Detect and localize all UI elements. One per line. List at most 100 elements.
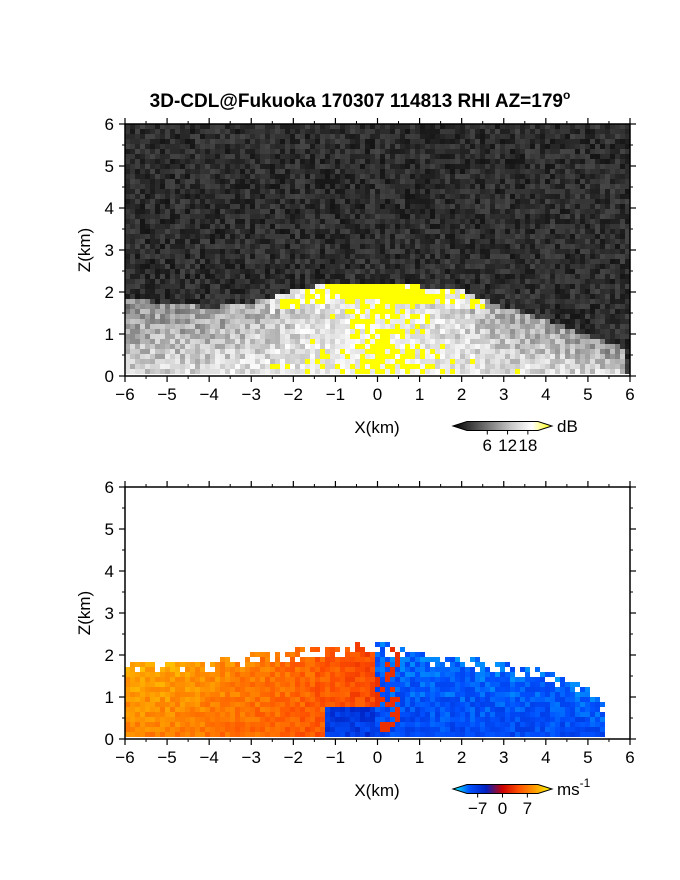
heatmap-cell: [250, 349, 255, 354]
heatmap-cell: [610, 164, 615, 169]
heatmap-cell: [220, 194, 225, 199]
heatmap-cell: [320, 169, 325, 174]
heatmap-cell: [500, 354, 505, 359]
heatmap-cell: [580, 259, 585, 264]
heatmap-cell: [195, 299, 200, 304]
heatmap-cell: [610, 169, 615, 174]
heatmap-cell: [165, 159, 170, 164]
heatmap-cell: [595, 129, 600, 134]
heatmap-cell: [535, 154, 540, 159]
heatmap-cell: [165, 314, 170, 319]
heatmap-cell: [265, 304, 270, 309]
heatmap-cell: [175, 214, 180, 219]
heatmap-cell: [140, 354, 145, 359]
heatmap-cell: [185, 349, 190, 354]
heatmap-cell: [405, 339, 410, 344]
heatmap-cell: [415, 354, 420, 359]
heatmap-cell: [470, 274, 475, 279]
heatmap-cell: [450, 334, 455, 339]
heatmap-cell: [225, 354, 230, 359]
heatmap-cell: [160, 124, 165, 129]
heatmap-cell: [405, 259, 410, 264]
heatmap-cell: [295, 364, 300, 369]
heatmap-cell: [200, 244, 205, 249]
heatmap-cell: [540, 139, 545, 144]
heatmap-cell: [280, 124, 285, 129]
heatmap-cell: [405, 279, 410, 284]
heatmap-cell: [225, 214, 230, 219]
heatmap-cell: [350, 129, 355, 134]
heatmap-cell: [385, 169, 390, 174]
heatmap-cell: [565, 139, 570, 144]
heatmap-cell: [340, 309, 345, 314]
heatmap-cell: [590, 224, 595, 229]
heatmap-cell: [180, 159, 185, 164]
heatmap-cell: [525, 209, 530, 214]
heatmap-cell: [290, 139, 295, 144]
heatmap-cell: [535, 364, 540, 369]
heatmap-cell: [495, 299, 500, 304]
heatmap-cell: [125, 159, 130, 164]
heatmap-cell: [270, 249, 275, 254]
heatmap-cell: [495, 174, 500, 179]
heatmap-cell: [305, 159, 310, 164]
heatmap-cell: [200, 339, 205, 344]
heatmap-cell: [615, 294, 620, 299]
heatmap-cell: [350, 279, 355, 284]
heatmap-cell: [200, 289, 205, 294]
heatmap-cell: [620, 299, 625, 304]
heatmap-cell: [275, 344, 280, 349]
heatmap-cell: [420, 194, 425, 199]
heatmap-cell: [530, 159, 535, 164]
heatmap-cell: [205, 129, 210, 134]
heatmap-cell: [420, 309, 425, 314]
heatmap-cell: [350, 359, 355, 364]
heatmap-cell: [155, 209, 160, 214]
heatmap-cell: [465, 339, 470, 344]
heatmap-cell: [145, 149, 150, 154]
heatmap-cell: [435, 334, 440, 339]
heatmap-cell: [320, 179, 325, 184]
heatmap-cell: [285, 239, 290, 244]
heatmap-cell: [305, 274, 310, 279]
heatmap-cell: [275, 329, 280, 334]
heatmap-cell: [500, 254, 505, 259]
heatmap-cell: [540, 334, 545, 339]
heatmap-cell: [205, 249, 210, 254]
heatmap-cell: [320, 304, 325, 309]
heatmap-cell: [270, 329, 275, 334]
heatmap-cell: [270, 354, 275, 359]
heatmap-cell: [530, 184, 535, 189]
heatmap-cell: [570, 264, 575, 269]
heatmap-cell: [205, 244, 210, 249]
heatmap-cell: [190, 264, 195, 269]
heatmap-cell: [270, 279, 275, 284]
heatmap-cell: [240, 234, 245, 239]
heatmap-cell: [540, 294, 545, 299]
heatmap-cell: [205, 224, 210, 229]
heatmap-cell: [515, 314, 520, 319]
heatmap-cell: [390, 314, 395, 319]
heatmap-cell: [510, 209, 515, 214]
heatmap-cell: [615, 224, 620, 229]
heatmap-cell: [315, 204, 320, 209]
heatmap-cell: [415, 329, 420, 334]
heatmap-cell: [320, 159, 325, 164]
heatmap-cell: [560, 139, 565, 144]
heatmap-cell: [570, 254, 575, 259]
heatmap-cell: [150, 234, 155, 239]
heatmap-cell: [440, 344, 445, 349]
heatmap-cell: [185, 139, 190, 144]
heatmap-cell: [290, 124, 295, 129]
heatmap-cell: [370, 354, 375, 359]
heatmap-cell: [215, 174, 220, 179]
heatmap-cell: [125, 264, 130, 269]
heatmap-cell: [185, 184, 190, 189]
heatmap-cell: [555, 339, 560, 344]
heatmap-cell: [595, 184, 600, 189]
heatmap-cell: [340, 134, 345, 139]
heatmap-cell: [555, 264, 560, 269]
heatmap-cell: [480, 234, 485, 239]
heatmap-cell: [395, 249, 400, 254]
heatmap-cell: [210, 314, 215, 319]
